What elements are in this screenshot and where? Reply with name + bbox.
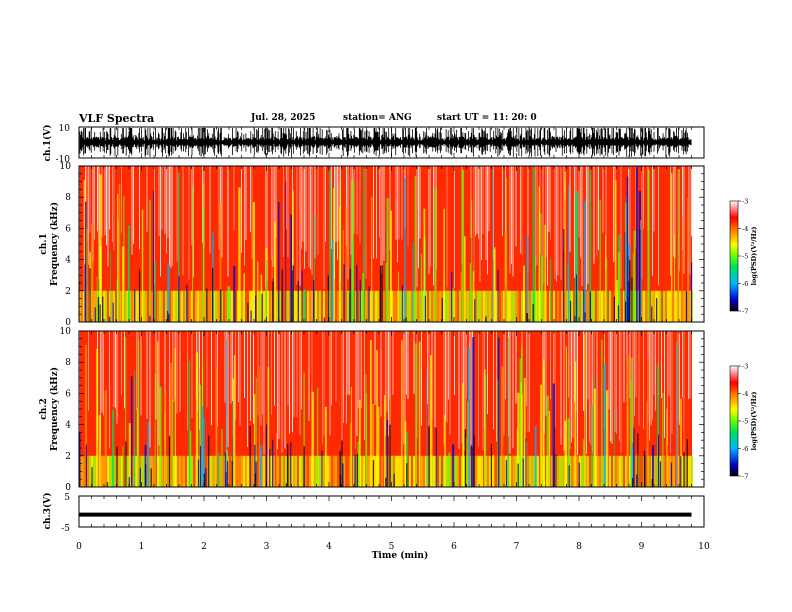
time-tick-label: 6: [451, 542, 457, 552]
colorbar-tick-label: -5: [742, 418, 748, 426]
ch1-colorbar-ticks: -3 -4 -5 -6 -7: [738, 198, 748, 316]
ch1-colorbar: [729, 200, 739, 312]
ch1-spectrogram-channel-label: ch.1: [39, 233, 49, 254]
frequency-tick-label: 4: [65, 421, 71, 431]
ch2-colorbar: [729, 365, 739, 477]
ch1-frequency-tick-labels: 0 2 4 6 8 10: [60, 162, 72, 328]
ch2-spectrogram-ticks: [78, 330, 705, 488]
colorbar-tick-label: -3: [742, 363, 748, 371]
station-label: station= ANG: [343, 113, 412, 123]
time-axis-tick-labels: 0 1 2 3 4 5 6 7 8 9 10: [76, 542, 710, 552]
ch1-waveform-path: [79, 128, 692, 157]
colorbar-tick-label: -5: [742, 253, 748, 261]
frequency-tick-label: 6: [65, 389, 71, 399]
colorbar-tick-label: -6: [742, 445, 748, 453]
ch1-waveform-trace: [79, 128, 692, 157]
ch1-spectrogram-image: [79, 166, 693, 322]
frequency-tick-label: 2: [65, 452, 71, 462]
ch2-spectrogram-image: [79, 331, 693, 487]
frequency-tick-label: 10: [60, 162, 72, 172]
frequency-tick-label: 8: [65, 358, 71, 368]
start-ut-label: start UT = 11: 20: 0: [437, 113, 537, 123]
time-tick-label: 3: [264, 542, 270, 552]
ch2-frequency-tick-labels: 0 2 4 6 8 10: [60, 327, 72, 493]
time-tick-label: 4: [326, 542, 332, 552]
time-tick-label: 1: [139, 542, 145, 552]
time-tick-label: 0: [76, 542, 82, 552]
ch1-spectrogram-ticks: [78, 165, 705, 323]
frequency-tick-label: 2: [65, 287, 71, 297]
frequency-tick-label: 0: [65, 318, 71, 328]
colorbar-tick-label: -6: [742, 280, 748, 288]
ch2-spectrogram-channel-label: ch.2: [39, 398, 49, 419]
time-tick-label: 10: [698, 542, 710, 552]
ch3-ytick-label: 5: [64, 493, 70, 503]
ch3-waveform-panel: 5 -5 ch.3(V) 0 1 2 3 4 5 6 7 8 9 10 Time (min): [42, 493, 710, 561]
ch1-waveform-panel: 10 -10 ch.1(V): [42, 124, 705, 165]
colorbar-tick-label: -7: [742, 473, 748, 481]
frequency-tick-label: 10: [60, 327, 72, 337]
ch2-spectrogram-ylabel: Frequency (kHz): [49, 367, 60, 451]
frequency-tick-label: 6: [65, 224, 71, 234]
frequency-tick-label: 0: [65, 483, 71, 493]
colorbar-tick-label: -4: [742, 390, 748, 398]
date-label: Jul. 28, 2025: [251, 113, 316, 123]
time-tick-label: 2: [201, 542, 207, 552]
time-tick-label: 5: [389, 542, 395, 552]
ch1-ytick-label: 10: [59, 124, 71, 134]
time-axis-label: Time (min): [372, 550, 429, 561]
ch1-waveform-ticks: [78, 127, 705, 158]
ch2-colorbar-ticks: -3 -4 -5 -6 -7: [738, 363, 748, 481]
frequency-tick-label: 8: [65, 193, 71, 203]
time-tick-label: 9: [639, 542, 645, 552]
ch3-waveform-ticks: [78, 496, 705, 527]
frequency-tick-label: 4: [65, 256, 71, 266]
ch1-ytick-label: -10: [56, 155, 71, 165]
ch2-colorbar-label: log(PSD)(V²/Hz): [750, 392, 758, 451]
ch3-ytick-label: -5: [61, 524, 70, 534]
colorbar-tick-label: -7: [742, 308, 748, 316]
ch3-waveform-ylabel: ch.3(V): [42, 493, 53, 530]
colorbar-tick-label: -3: [742, 198, 748, 206]
time-tick-label: 8: [576, 542, 582, 552]
ch1-waveform-ylabel: ch.1(V): [42, 125, 53, 162]
time-tick-label: 7: [514, 542, 520, 552]
colorbar-tick-label: -4: [742, 225, 748, 233]
figure-title: VLF Spectra: [79, 112, 155, 125]
ch1-spectrogram-ylabel: Frequency (kHz): [49, 202, 60, 286]
ch1-colorbar-label: log(PSD)(V²/Hz): [750, 227, 758, 286]
